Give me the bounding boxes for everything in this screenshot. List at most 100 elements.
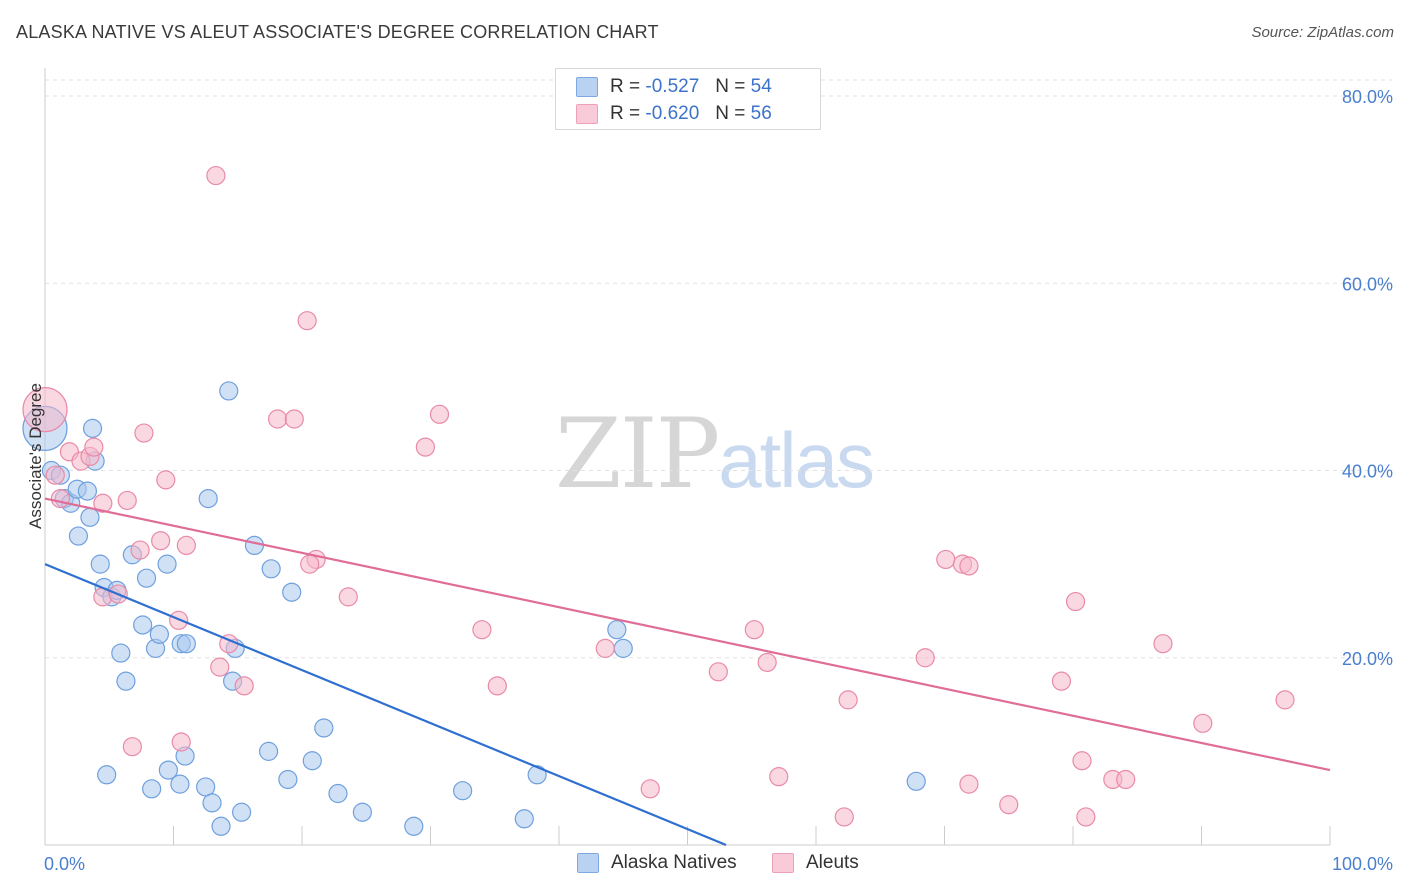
chart-title: ALASKA NATIVE VS ALEUT ASSOCIATE'S DEGRE… — [16, 22, 659, 42]
point-aleuts — [640, 779, 660, 799]
point-aleuts — [93, 493, 113, 513]
point-aleuts — [300, 554, 320, 574]
y-tick-label: 20.0% — [1342, 649, 1393, 669]
source-label: Source: ZipAtlas.com — [1251, 24, 1394, 41]
legend-label-aleuts: Aleuts — [806, 852, 859, 873]
point-alaska-natives — [196, 777, 216, 797]
point-aleuts — [134, 423, 154, 443]
point-alaska-natives — [133, 615, 153, 635]
legend-swatch-pink — [576, 104, 598, 124]
point-alaska-natives — [352, 802, 372, 822]
point-alaska-natives — [607, 620, 627, 640]
point-alaska-natives — [198, 488, 218, 509]
watermark: ZIPatlas — [555, 398, 875, 510]
point-aleuts — [1065, 591, 1086, 612]
point-alaska-natives — [278, 769, 298, 790]
stats-legend: R = -0.527 N = 54 R = -0.620 N = 56 — [555, 68, 821, 130]
point-alaska-natives — [261, 559, 281, 579]
legend-r-label: R = — [610, 76, 641, 97]
trendline-alaska-natives — [44, 563, 727, 847]
point-aleuts — [769, 767, 789, 787]
point-alaska-natives — [404, 816, 424, 836]
legend-item-alaska-natives: Alaska Natives — [577, 852, 737, 874]
point-alaska-natives — [219, 381, 239, 401]
point-alaska-natives — [302, 751, 322, 771]
point-aleuts — [744, 620, 764, 640]
point-aleuts — [415, 437, 435, 457]
point-alaska-natives — [906, 771, 926, 791]
point-aleuts — [130, 540, 150, 560]
point-aleuts — [206, 165, 226, 186]
point-aleuts — [122, 737, 142, 757]
point-aleuts — [472, 620, 492, 640]
point-aleuts — [171, 732, 191, 752]
point-alaska-natives — [176, 634, 196, 654]
point-alaska-natives — [158, 760, 178, 780]
legend-r-label: R = — [610, 103, 641, 124]
legend-n-label: N = — [715, 76, 746, 97]
legend-swatch-blue — [577, 853, 599, 873]
legend-row-aleuts: R = -0.620 N = 56 — [576, 102, 772, 126]
point-aleuts — [297, 311, 317, 331]
point-aleuts — [267, 409, 288, 429]
legend-r-value: -0.527 — [645, 76, 700, 97]
point-alaska-natives — [314, 718, 334, 738]
point-aleuts — [1275, 690, 1295, 710]
point-alaska-natives — [90, 554, 110, 574]
legend-row-alaska-natives: R = -0.527 N = 54 — [576, 75, 772, 99]
watermark-atlas: atlas — [718, 416, 875, 504]
point-alaska-natives — [136, 568, 157, 588]
y-tick-label: 40.0% — [1342, 462, 1393, 482]
point-aleuts — [1153, 634, 1173, 654]
point-aleuts — [959, 556, 979, 576]
point-aleuts — [45, 465, 65, 485]
point-aleuts — [22, 387, 68, 433]
point-alaska-natives — [157, 554, 177, 574]
point-aleuts — [708, 662, 728, 682]
point-aleuts — [117, 490, 137, 511]
x-tick-label: 0.0% — [44, 854, 85, 874]
point-alaska-natives — [111, 643, 131, 663]
y-tick-label: 80.0% — [1342, 87, 1393, 107]
point-alaska-natives — [613, 638, 633, 658]
point-alaska-natives — [514, 809, 534, 829]
legend-label-alaska-natives: Alaska Natives — [611, 852, 737, 873]
point-aleuts — [176, 535, 196, 556]
point-aleuts — [487, 676, 507, 696]
point-aleuts — [915, 648, 935, 668]
point-alaska-natives — [142, 779, 162, 799]
legend-swatch-blue — [576, 77, 598, 97]
point-alaska-natives — [116, 671, 136, 691]
point-aleuts — [1051, 671, 1072, 691]
point-alaska-natives — [170, 774, 190, 794]
point-aleuts — [210, 657, 230, 677]
point-aleuts — [1072, 751, 1092, 771]
point-alaska-natives — [258, 741, 279, 761]
legend-item-aleuts: Aleuts — [772, 852, 859, 874]
point-aleuts — [338, 587, 358, 607]
point-aleuts — [936, 549, 956, 570]
point-aleuts — [50, 488, 71, 509]
watermark-zip: ZIP — [555, 398, 720, 510]
point-aleuts — [1116, 769, 1136, 790]
x-tick-label: 100.0% — [1332, 854, 1393, 874]
point-aleuts — [834, 807, 854, 827]
point-aleuts — [234, 676, 254, 696]
trendline-aleuts — [44, 497, 1331, 772]
legend-n-value: 54 — [750, 76, 772, 97]
point-aleuts — [595, 638, 615, 658]
point-alaska-natives — [202, 793, 222, 813]
point-alaska-natives — [232, 802, 252, 822]
point-alaska-natives — [328, 783, 348, 804]
point-aleuts — [1193, 713, 1213, 733]
point-alaska-natives — [527, 765, 547, 785]
point-aleuts — [999, 795, 1019, 815]
point-aleuts — [156, 470, 176, 490]
legend-n-label: N = — [715, 103, 746, 124]
point-aleuts — [429, 404, 450, 424]
point-alaska-natives — [453, 781, 473, 801]
point-alaska-natives — [149, 624, 169, 644]
point-aleuts — [284, 409, 304, 429]
point-alaska-natives — [82, 418, 103, 438]
